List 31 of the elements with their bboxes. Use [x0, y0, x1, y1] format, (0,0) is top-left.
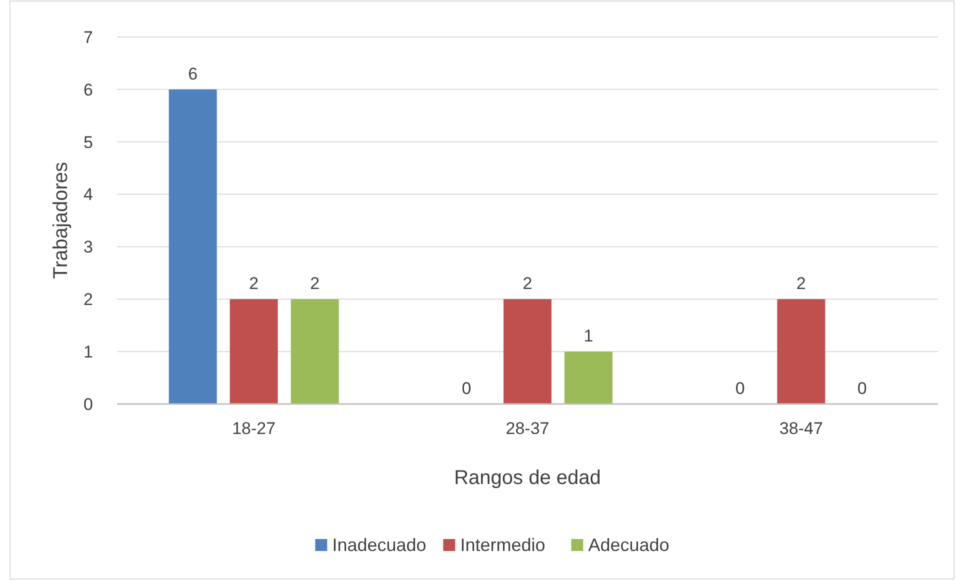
x-axis-title: Rangos de edad — [454, 467, 601, 489]
bar — [504, 299, 552, 404]
data-label: 2 — [310, 274, 320, 294]
y-tick-label: 0 — [84, 394, 93, 414]
legend-label: Adecuado — [588, 535, 670, 555]
bar — [168, 89, 217, 404]
data-label: 2 — [796, 274, 806, 294]
bar — [230, 299, 278, 404]
data-label: 2 — [249, 274, 259, 294]
y-axis-title: Trabajadores — [50, 162, 72, 280]
bar — [564, 352, 612, 404]
y-tick-label: 1 — [84, 342, 93, 362]
legend-label: Inadecuado — [332, 535, 426, 555]
data-label: 1 — [584, 326, 594, 346]
x-tick-label: 38-47 — [779, 419, 823, 438]
y-tick-label: 7 — [84, 28, 93, 47]
data-label: 0 — [857, 379, 867, 398]
y-tick-label: 5 — [84, 132, 93, 152]
data-label: 0 — [735, 379, 745, 398]
x-tick-label: 18-27 — [232, 419, 276, 438]
bar — [777, 299, 826, 404]
y-tick-label: 6 — [84, 80, 93, 100]
bar — [290, 299, 339, 404]
data-label: 0 — [462, 379, 472, 398]
y-tick-label: 2 — [84, 290, 93, 310]
y-tick-label: 4 — [84, 185, 93, 204]
legend-label: Intermedio — [460, 535, 546, 555]
y-tick-label: 3 — [84, 238, 93, 257]
data-label: 6 — [188, 64, 198, 84]
x-tick-label: 28-37 — [506, 419, 550, 438]
data-label: 2 — [522, 274, 532, 294]
